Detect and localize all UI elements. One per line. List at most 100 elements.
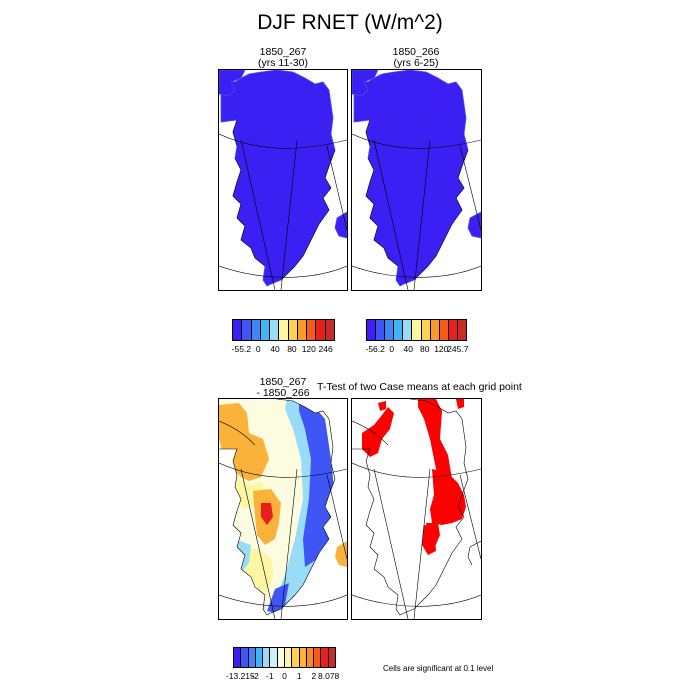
diff-colorbar-box (270, 648, 278, 667)
case2-colorbar-box (448, 320, 458, 340)
diff-title-line2: - 1850_266 (256, 387, 310, 399)
case2-colorbar (366, 319, 467, 341)
significance-note: Cells are significant at 0.1 level (383, 664, 494, 673)
diff-colorbar-box (263, 648, 271, 667)
diff-graticule (219, 462, 347, 619)
diff-colorbar-box (328, 648, 335, 667)
case1-colorbar-label: 0 (255, 344, 261, 354)
ttest-graticule (352, 462, 481, 619)
diff-colorbar-box (314, 648, 322, 667)
case2-ellesmere-field (352, 70, 379, 97)
diff-colorbar-label: -2 (251, 671, 259, 681)
case1-colorbar-label: 80 (287, 344, 297, 354)
diff-map-panel (218, 398, 348, 620)
diff-map (219, 399, 347, 619)
case1-colorbar-labels: -55.2 0 40 80 120 246 (232, 344, 335, 356)
case1-colorbar-label: 246 (318, 344, 333, 354)
case2-colorbar-box (421, 320, 431, 340)
case1-title-line1: 1850_267 (259, 46, 307, 58)
ttest-region-east-north (418, 399, 452, 495)
case2-title-line1: 1850_266 (392, 46, 440, 58)
ttest-region-southwest (422, 525, 436, 555)
case1-graticule (219, 133, 347, 290)
case2-colorbar-box (376, 320, 386, 340)
diff-colorbar-label: 0 (282, 671, 287, 681)
case1-colorbar-label: 120 (301, 344, 316, 354)
ttest-coastline (352, 399, 481, 616)
diff-colorbar (233, 647, 336, 668)
diff-field (219, 399, 335, 615)
ttest-significant-cells (362, 399, 466, 555)
diff-colorbar-box (277, 648, 285, 667)
case2-colorbar-box (403, 320, 413, 340)
diff-colorbar-box (241, 648, 249, 667)
diff-colorbar-label: 1 (296, 671, 302, 681)
case1-map (219, 70, 347, 290)
diff-colorbar-box (292, 648, 300, 667)
ttest-title: T-Test of two Case means at each grid po… (317, 381, 522, 393)
diff-colorbar-box (234, 648, 242, 667)
case1-colorbar-box (288, 320, 298, 340)
case1-colorbar-box (233, 320, 243, 340)
figure-title: DJF RNET (W/m^2) (257, 11, 443, 34)
case1-map-panel (218, 69, 348, 291)
case1-svalbard-field (334, 211, 347, 239)
diff-colorbar-box (284, 648, 293, 667)
case2-svalbard-field (467, 211, 481, 239)
ttest-map (352, 399, 481, 619)
case2-colorbar-label: -56.2 (365, 344, 385, 354)
case1-colorbar-box (260, 320, 271, 340)
case1-colorbar-box (270, 320, 280, 340)
case2-colorbar-box (439, 320, 449, 340)
diff-colorbar-label: 2 (311, 671, 317, 681)
case2-colorbar-label: 40 (403, 344, 413, 354)
case1-colorbar (232, 319, 335, 341)
diff-colorbar-box (321, 648, 329, 667)
diff-negative-southeast (267, 583, 289, 613)
case1-colorbar-label: 40 (270, 344, 280, 354)
diff-colorbar-labels: -13.215 -2 -1 0 1 2 8.078 (226, 671, 340, 683)
diff-colorbar-label: 8.078 (318, 671, 340, 681)
diff-colorbar-box (255, 648, 264, 667)
case2-coastline (365, 119, 469, 281)
diff-coastline (219, 399, 336, 616)
case2-title: 1850_266 (yrs 6-25) (351, 47, 481, 69)
case2-colorbar-box (412, 320, 422, 340)
case1-colorbar-box (297, 320, 308, 340)
diff-colorbar-label: -13.215 (225, 671, 255, 681)
case1-colorbar-box (251, 320, 261, 340)
ttest-region-northwest-small (378, 401, 386, 411)
case2-map (352, 70, 481, 290)
ttest-region-northwest (362, 407, 394, 457)
case2-colorbar-box (430, 320, 440, 340)
ttest-region-east-small (456, 399, 464, 409)
case1-colorbar-box (279, 320, 289, 340)
ttest-map-panel (351, 398, 482, 620)
case1-coastline (232, 119, 336, 281)
case2-title-line2: (yrs 6-25) (393, 57, 439, 69)
case1-ellesmere-field (219, 70, 246, 97)
case2-colorbar-label: 120 (434, 344, 449, 354)
case1-title-line2: (yrs 11-30) (258, 57, 308, 69)
case2-colorbar-label: 80 (420, 344, 430, 354)
diff-title-line1: 1850_267 (259, 376, 307, 388)
case1-colorbar-box (307, 320, 317, 340)
case1-colorbar-box (242, 320, 252, 340)
diff-colorbar-box (248, 648, 256, 667)
case1-title: 1850_267 (yrs 11-30) (218, 47, 348, 69)
case2-graticule (352, 133, 481, 290)
case2-colorbar-box (385, 320, 395, 340)
diff-max-center (261, 503, 273, 525)
diff-colorbar-box (306, 648, 315, 667)
diff-svalbard-field (335, 541, 347, 567)
diff-title: 1850_267 - 1850_266 (218, 377, 348, 399)
case2-colorbar-box (457, 320, 467, 340)
case1-colorbar-label: -55.2 (231, 344, 252, 354)
case2-map-panel (351, 69, 482, 291)
case2-colorbar-label: 0 (389, 344, 395, 354)
case2-colorbar-labels: -56.2 0 40 80 120 245.7 (365, 344, 469, 356)
case1-colorbar-box (325, 320, 334, 340)
diff-colorbar-box (299, 648, 307, 667)
case2-colorbar-label: 245.7 (447, 344, 469, 354)
diff-colorbar-label: -1 (266, 671, 274, 681)
